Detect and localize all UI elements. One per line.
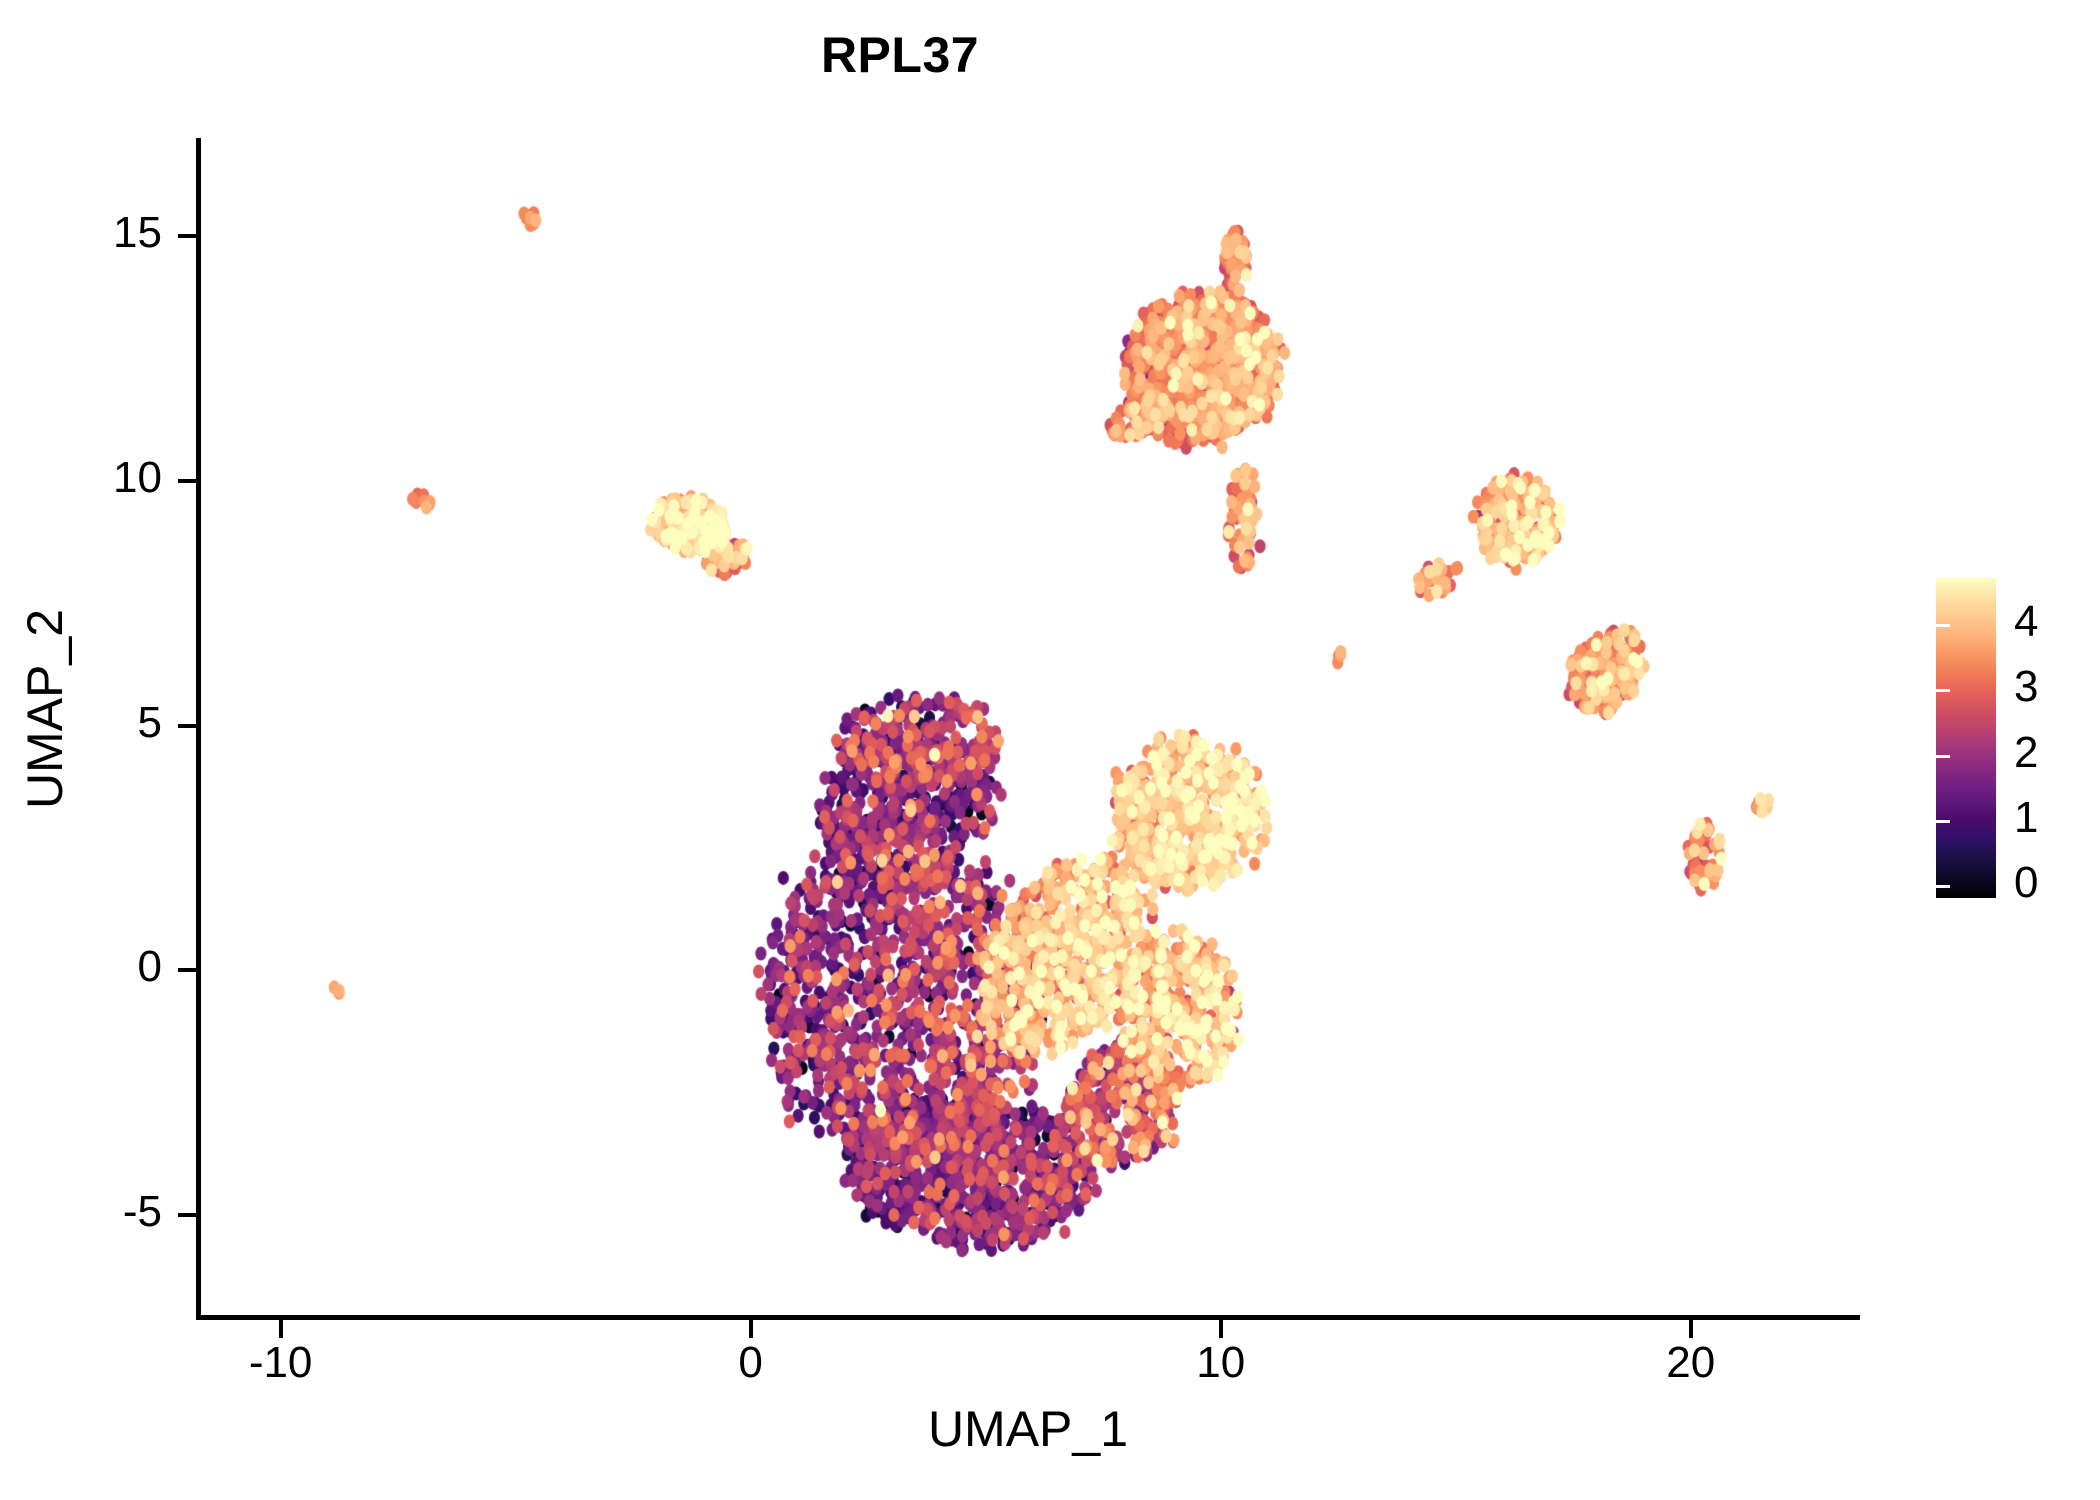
x-tick-mark bbox=[1688, 1320, 1693, 1338]
legend-tick-label: 0 bbox=[2014, 858, 2039, 908]
y-tick-label: 10 bbox=[113, 452, 162, 502]
scatter-plot-canvas bbox=[196, 138, 1860, 1318]
y-tick-label: 5 bbox=[137, 697, 162, 747]
y-axis-title: UMAP_2 bbox=[17, 608, 73, 810]
legend-tick-mark bbox=[2072, 624, 2086, 628]
x-tick-label: 10 bbox=[1196, 1338, 1246, 1387]
y-tick-mark bbox=[178, 1213, 196, 1218]
legend-tick-mark bbox=[2072, 689, 2086, 693]
page-title: RPL37 bbox=[820, 27, 980, 83]
legend-tick-label: 1 bbox=[2014, 792, 2039, 842]
legend-tick-label: 4 bbox=[2014, 597, 2039, 647]
legend-tick-mark bbox=[1936, 754, 1950, 758]
y-tick-mark bbox=[178, 478, 196, 483]
legend-tick-label: 2 bbox=[2014, 727, 2039, 777]
legend-colorbar bbox=[1936, 578, 1996, 898]
legend-tick-mark bbox=[1936, 624, 1950, 628]
x-tick-label: 20 bbox=[1666, 1338, 1716, 1387]
x-tick-label: -10 bbox=[248, 1338, 313, 1387]
y-tick-label: -5 bbox=[122, 1187, 162, 1237]
x-tick-mark bbox=[1218, 1320, 1223, 1338]
x-tick-mark bbox=[748, 1320, 753, 1338]
y-tick-label: 0 bbox=[137, 942, 162, 992]
color-legend: 0 1 2 3 4 bbox=[1936, 578, 2086, 907]
x-tick-mark bbox=[278, 1320, 283, 1338]
y-axis-line bbox=[196, 138, 201, 1320]
y-tick-mark bbox=[178, 723, 196, 728]
x-axis-line bbox=[196, 1315, 1860, 1320]
legend-tick-mark bbox=[1936, 689, 1950, 693]
legend-tick-mark bbox=[2072, 819, 2086, 823]
plot-panel bbox=[196, 138, 1860, 1318]
legend-tick-mark bbox=[2072, 885, 2086, 889]
y-tick-label: 15 bbox=[113, 207, 162, 257]
legend-tick-label: 3 bbox=[2014, 662, 2039, 712]
y-tick-mark bbox=[178, 233, 196, 238]
x-tick-label: 0 bbox=[738, 1338, 763, 1387]
legend-tick-mark bbox=[1936, 885, 1950, 889]
x-axis-title: UMAP_1 bbox=[927, 1401, 1129, 1457]
y-tick-mark bbox=[178, 968, 196, 973]
legend-tick-mark bbox=[2072, 754, 2086, 758]
legend-tick-mark bbox=[1936, 819, 1950, 823]
